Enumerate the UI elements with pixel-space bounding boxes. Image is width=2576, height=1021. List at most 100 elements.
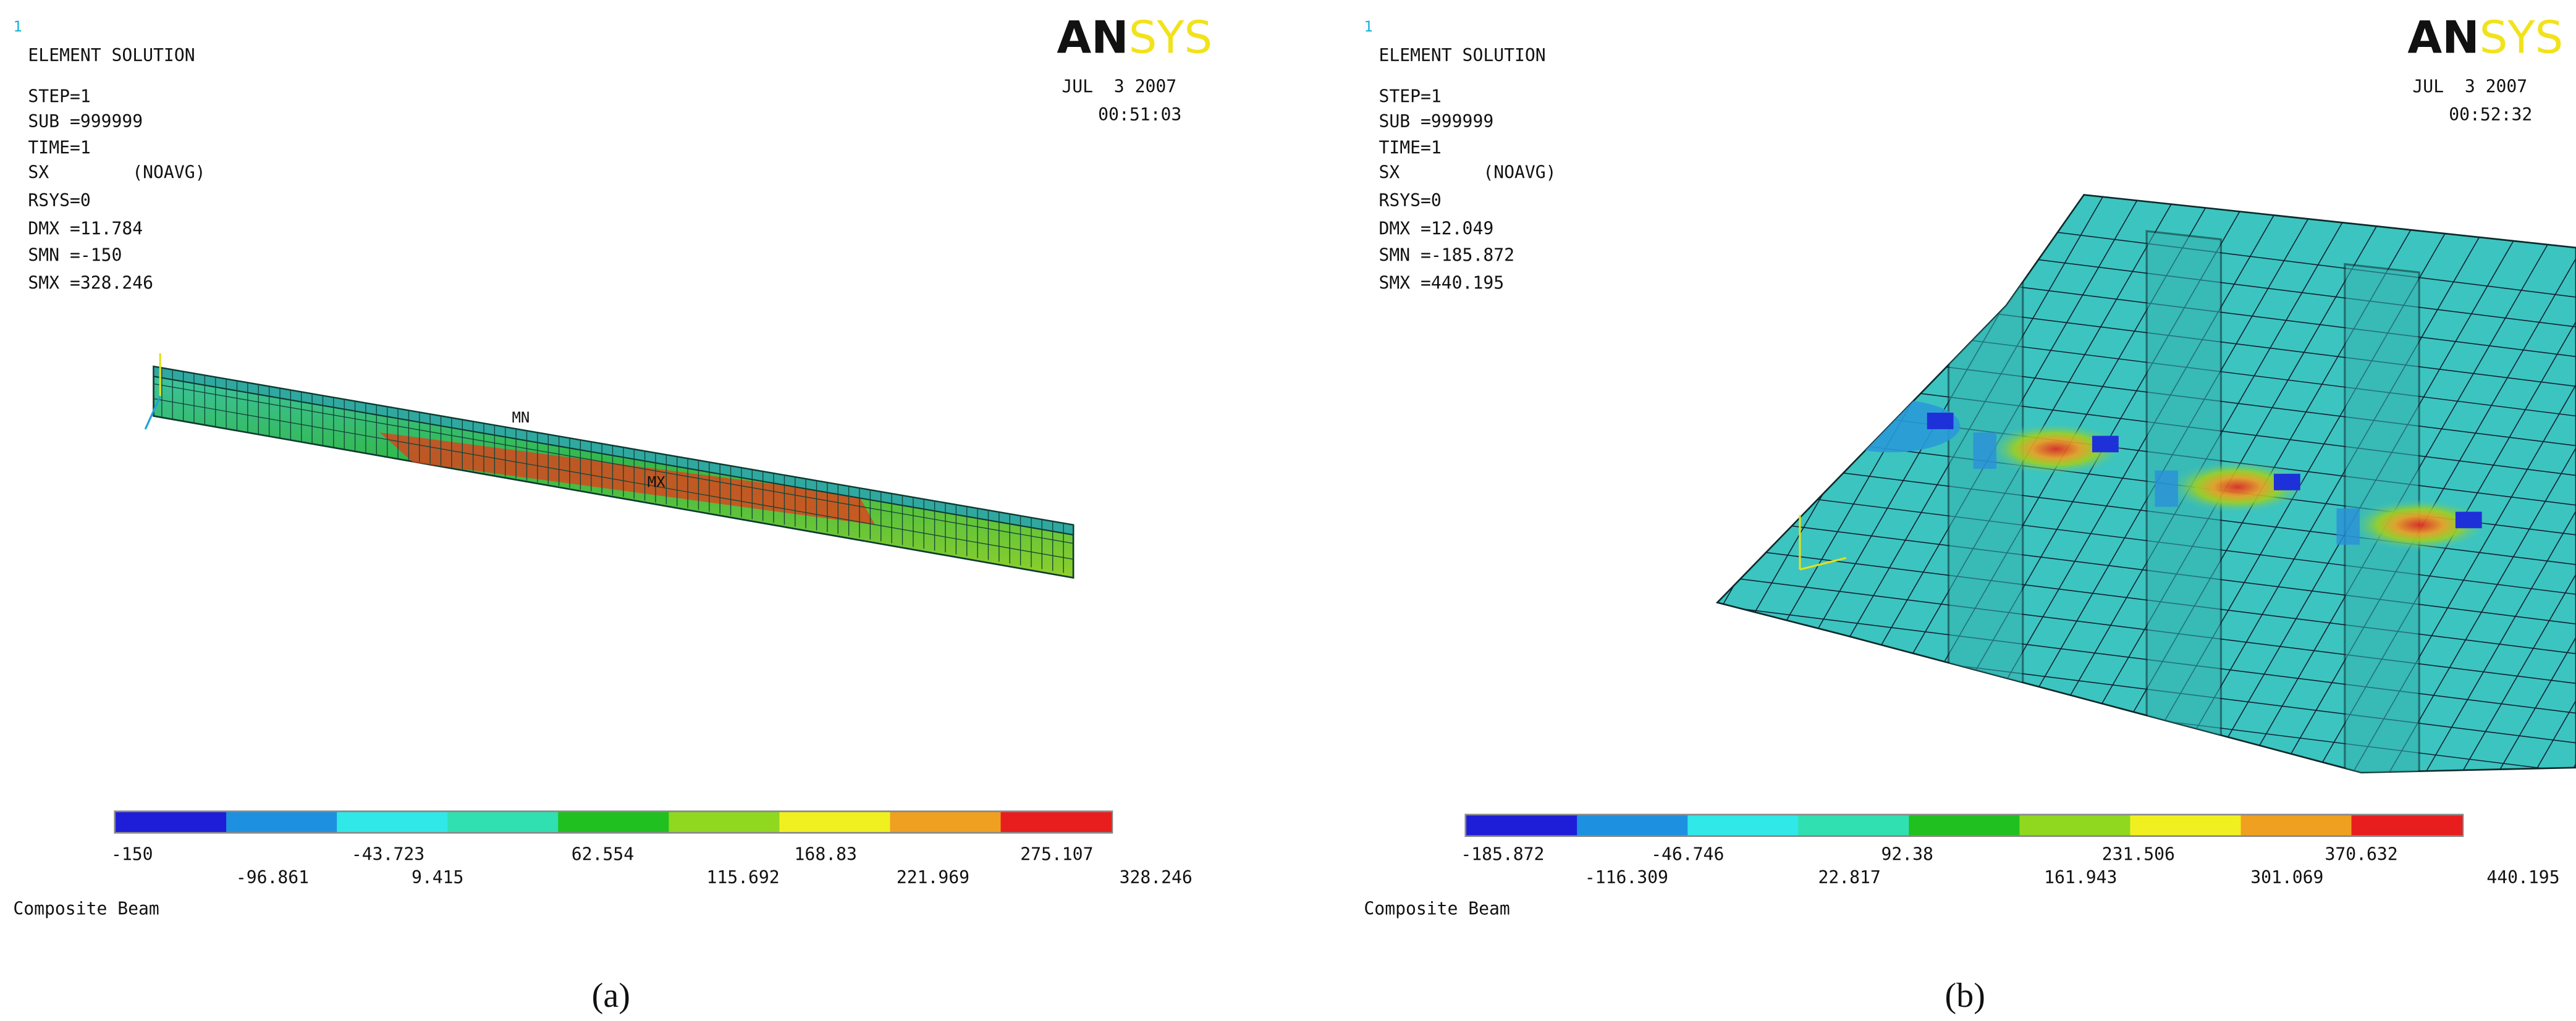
- legend-label: 221.969: [897, 867, 969, 888]
- mesh-line: [1717, 597, 2576, 714]
- info-line: SUB =999999: [28, 111, 143, 132]
- legend-swatch: [2019, 815, 2131, 836]
- rib: [1947, 196, 2024, 744]
- info-line: SUB =999999: [1379, 111, 1493, 132]
- logo-sys: SYS: [1129, 12, 1213, 64]
- mesh-line: [153, 383, 1074, 544]
- legend-label: 22.817: [1818, 867, 1880, 888]
- legend-swatch: [669, 812, 780, 832]
- stress-mid: [2336, 508, 2360, 545]
- legend-label: 62.554: [572, 844, 634, 864]
- mesh-line: [997, 132, 1377, 792]
- info-line: SMN =-150: [28, 245, 122, 265]
- mesh-line: [1034, 132, 1414, 792]
- legend-label: 92.38: [1881, 844, 1933, 864]
- legend-label: -96.861: [236, 867, 309, 888]
- legend-swatch: [2130, 815, 2242, 836]
- beam-mesh: [153, 368, 1074, 573]
- legend-swatch: [1798, 815, 1910, 836]
- model-label: MN: [512, 409, 530, 426]
- time: 00:52:32: [2449, 104, 2532, 125]
- info-line: TIME=1: [28, 138, 90, 158]
- legend-label: -185.872: [1461, 844, 1544, 864]
- frame-number: 1: [13, 18, 22, 35]
- stress-hotspot: [1986, 422, 2126, 476]
- caption: (b): [1945, 977, 1985, 1015]
- stress-hotspot: [2168, 460, 2307, 514]
- legend-label: 168.83: [795, 844, 857, 864]
- legend-swatch: [447, 812, 559, 832]
- mesh-line: [1717, 195, 1850, 773]
- logo-an: AN: [2407, 12, 2479, 64]
- logo-an: AN: [1057, 12, 1128, 64]
- legend-label: 115.692: [706, 867, 779, 888]
- stress-low: [2273, 474, 2300, 490]
- legend-swatch: [558, 812, 670, 832]
- beam-top-flange: [153, 366, 1075, 536]
- info-line: DMX =11.784: [28, 219, 143, 239]
- legend-swatch: [1577, 815, 1689, 836]
- mesh-line: [153, 398, 1074, 560]
- legend-swatch: [2240, 815, 2352, 836]
- info-line: STEP=1: [28, 86, 90, 107]
- date: JUL 3 2007: [2412, 77, 2527, 97]
- legend-swatch: [890, 812, 1002, 832]
- mesh-line: [1717, 567, 2576, 684]
- logo: ANSYS: [2407, 12, 2563, 64]
- result-title: ELEMENT SOLUTION: [28, 45, 195, 65]
- legend-swatch: [337, 812, 449, 832]
- legend-label: 161.943: [2044, 867, 2117, 888]
- mesh-line: [1179, 132, 1559, 792]
- mesh-line: [1717, 508, 2576, 625]
- info-line: SX (NOAVG): [28, 162, 205, 183]
- legend-swatch: [1687, 815, 1799, 836]
- model-name: Composite Beam: [13, 899, 159, 919]
- axis-z: [144, 395, 161, 430]
- legend-swatch: [226, 812, 337, 832]
- frame-number: 1: [1364, 18, 1372, 35]
- info-line: TIME=1: [1379, 138, 1441, 158]
- legend-swatch: [2351, 815, 2463, 836]
- beam-stress-peak: [379, 432, 876, 525]
- legend-label: 275.107: [1020, 844, 1093, 864]
- axis-x: [1799, 557, 1847, 571]
- legend-swatch: [1000, 812, 1112, 832]
- legend-swatch: [779, 812, 891, 832]
- logo-sys: SYS: [2480, 12, 2564, 64]
- legend-label: 231.506: [2102, 844, 2175, 864]
- legend-swatch: [116, 812, 227, 832]
- stress-mid: [2155, 470, 2178, 507]
- info-line: RSYS=0: [1379, 190, 1441, 211]
- panel: 1 ELEMENT SOLUTION STEP=1 SUB =999999 TIME=1…: [1364, 12, 2563, 1015]
- stress-mid: [1973, 432, 1996, 469]
- info-line: SMX =440.195: [1379, 273, 1504, 293]
- info-line: STEP=1: [1379, 86, 1441, 107]
- models: [144, 132, 2576, 792]
- legend-label: 301.069: [2250, 867, 2323, 888]
- mesh-line: [925, 132, 1305, 792]
- legend-label: 370.632: [2325, 844, 2397, 864]
- legend-label: -150: [111, 844, 153, 864]
- info-line: SMN =-185.872: [1379, 245, 1514, 265]
- stress-low: [2455, 511, 2482, 529]
- panel: 1 ELEMENT SOLUTION STEP=1 SUB =999999 TIME=1…: [13, 12, 1212, 1015]
- info-line: SMX =328.246: [28, 273, 153, 293]
- model-name: Composite Beam: [1364, 899, 1510, 919]
- info-line: RSYS=0: [28, 190, 90, 211]
- stress-low: [1927, 413, 1954, 429]
- legend-label: 440.195: [2486, 867, 2559, 888]
- logo: ANSYS: [1057, 12, 1212, 64]
- time: 00:51:03: [1098, 104, 1181, 125]
- stress-mid: [1808, 409, 1831, 446]
- stress-low: [2092, 435, 2119, 453]
- legend-label: -116.309: [1585, 867, 1668, 888]
- mesh-line: [2450, 195, 2576, 773]
- model-label: MX: [648, 473, 665, 490]
- legend-label: 9.415: [412, 867, 463, 888]
- legend-label: -46.746: [1651, 844, 1724, 864]
- legend-label: 328.246: [1120, 867, 1193, 888]
- mesh-line: [1717, 195, 1886, 773]
- mesh-line: [2413, 195, 2576, 773]
